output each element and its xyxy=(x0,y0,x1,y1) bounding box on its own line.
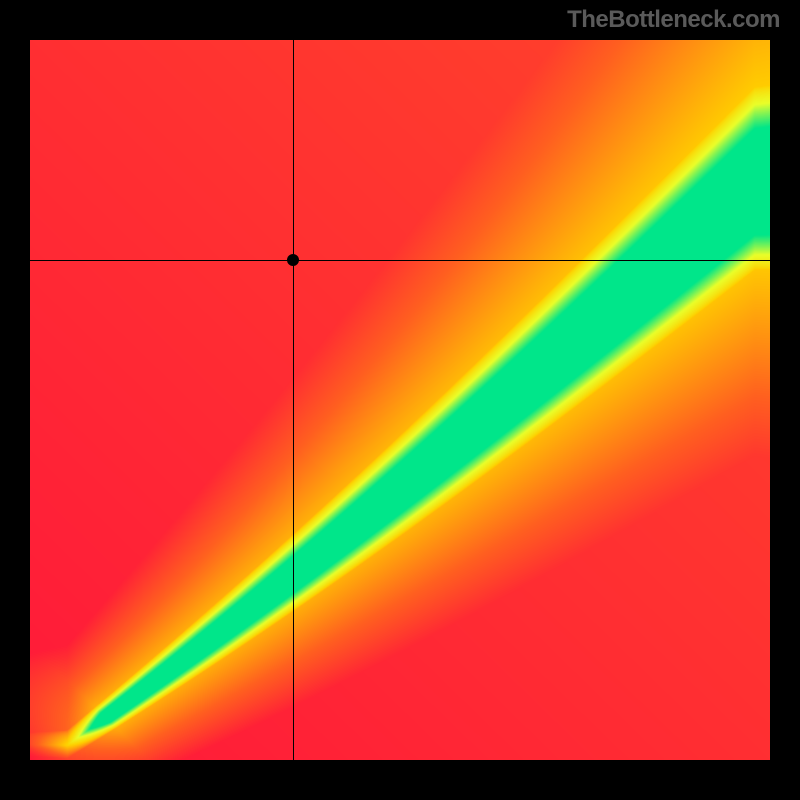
crosshair-horizontal xyxy=(30,260,770,261)
crosshair-vertical xyxy=(293,40,294,760)
crosshair-marker xyxy=(287,254,299,266)
heatmap-plot-area xyxy=(30,40,770,760)
watermark-text: TheBottleneck.com xyxy=(567,6,780,34)
bottleneck-heatmap xyxy=(30,40,770,760)
